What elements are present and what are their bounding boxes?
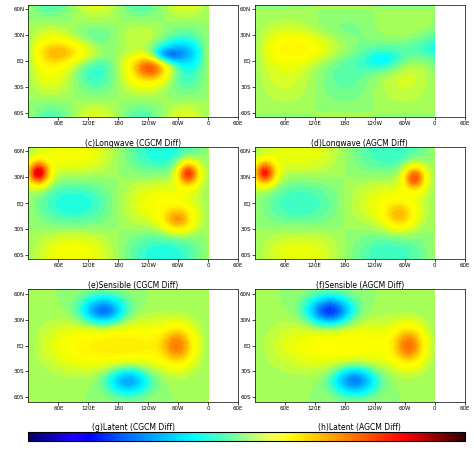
Title: (e)Sensible (CGCM Diff): (e)Sensible (CGCM Diff) [88, 281, 178, 290]
Title: (c)Longwave (CGCM Diff): (c)Longwave (CGCM Diff) [85, 138, 182, 147]
Title: (g)Latent (CGCM Diff): (g)Latent (CGCM Diff) [92, 423, 175, 432]
Title: (d)Longwave (AGCM Diff): (d)Longwave (AGCM Diff) [311, 138, 408, 147]
Title: (h)Latent (AGCM Diff): (h)Latent (AGCM Diff) [318, 423, 401, 432]
Title: (f)Sensible (AGCM Diff): (f)Sensible (AGCM Diff) [316, 281, 404, 290]
